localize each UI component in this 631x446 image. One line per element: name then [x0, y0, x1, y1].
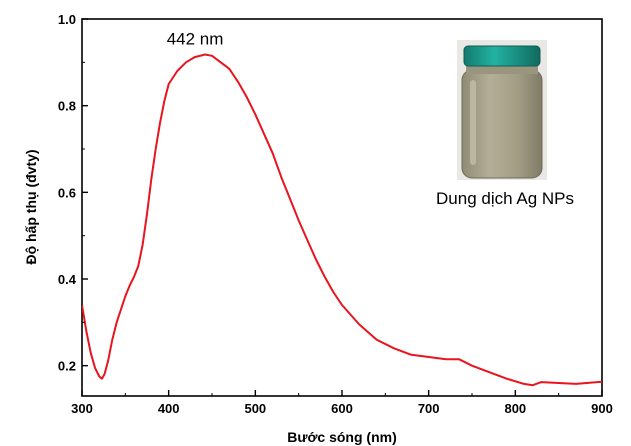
x-tick-label: 900 [591, 401, 613, 416]
y-tick-label: 0.2 [58, 359, 76, 374]
inset-photo [457, 40, 547, 180]
x-tick-label: 300 [71, 401, 93, 416]
peak-annotation: 442 nm [167, 30, 224, 49]
y-tick-label: 0.8 [58, 99, 76, 114]
jar-cap [463, 45, 541, 67]
y-tick-label: 0.6 [58, 185, 76, 200]
x-tick-label: 800 [504, 401, 526, 416]
x-axis-ticks: 300 400 500 600 700 800 900 [71, 390, 613, 416]
x-tick-label: 500 [244, 401, 266, 416]
x-tick-label: 700 [418, 401, 440, 416]
x-axis-title: Bước sóng (nm) [287, 429, 397, 445]
y-tick-label: 0.4 [58, 272, 77, 287]
y-axis-title: Độ hấp thụ (đvty) [23, 149, 39, 264]
y-tick-label: 1.0 [58, 12, 76, 27]
absorbance-series-line [82, 53, 602, 387]
x-tick-label: 400 [158, 401, 180, 416]
x-tick-label: 600 [331, 401, 353, 416]
y-axis-ticks: 0.2 0.4 0.6 0.8 1.0 [58, 12, 88, 374]
jar-highlight [470, 80, 476, 165]
inset-caption: Dung dịch Ag NPs [436, 189, 574, 208]
